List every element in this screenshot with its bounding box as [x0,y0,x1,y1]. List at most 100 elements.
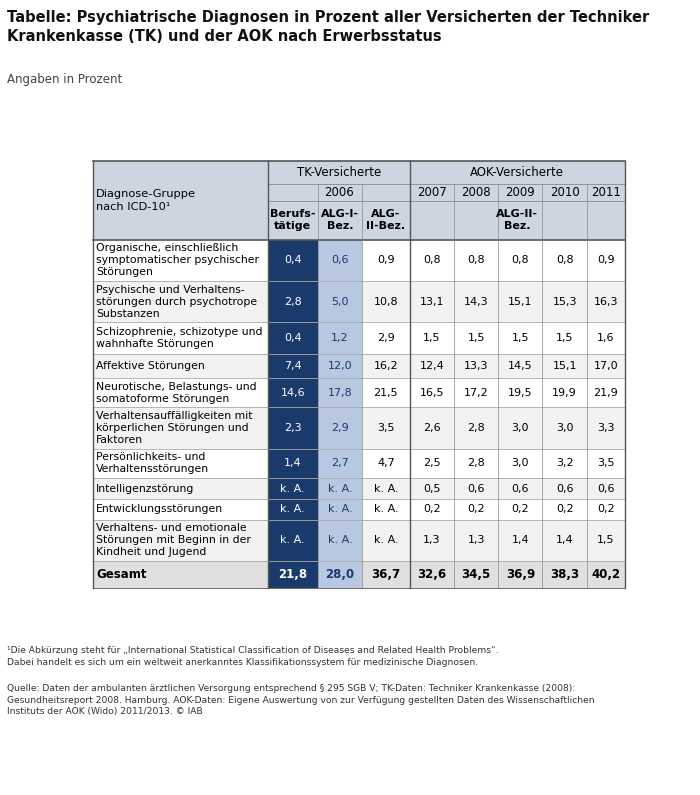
Text: 0,6: 0,6 [468,483,485,494]
Text: k. A.: k. A. [280,535,305,545]
Bar [498,240,542,281]
Text: AOK-Versicherte: AOK-Versicherte [470,166,564,179]
Bar [410,161,624,184]
Bar [410,520,454,560]
Text: 17,8: 17,8 [328,387,352,398]
Bar [318,520,362,560]
Text: 2,3: 2,3 [284,423,302,433]
Bar [93,240,267,281]
Bar [498,499,542,520]
Bar [542,520,587,560]
Bar [498,560,542,588]
Text: 0,6: 0,6 [331,255,349,266]
Text: 0,6: 0,6 [597,483,615,494]
Text: 16,5: 16,5 [419,387,444,398]
Text: 1,5: 1,5 [468,333,485,343]
Text: k. A.: k. A. [328,535,352,545]
Text: Tabelle: Psychiatrische Diagnosen in Prozent aller Versicherten der Techniker
Kr: Tabelle: Psychiatrische Diagnosen in Pro… [7,10,650,44]
Bar [410,499,454,520]
Text: 15,1: 15,1 [552,361,577,370]
Bar [410,448,454,479]
Text: 32,6: 32,6 [417,568,447,581]
Text: 21,8: 21,8 [278,568,307,581]
Bar [410,407,454,448]
Text: k. A.: k. A. [280,483,305,494]
Bar [498,448,542,479]
Bar [410,560,454,588]
Bar [267,322,318,354]
Text: 2007: 2007 [417,186,447,199]
Text: 0,8: 0,8 [512,255,529,266]
Text: 16,2: 16,2 [374,361,398,370]
Bar [410,201,624,240]
Bar [362,378,410,407]
Bar [318,407,362,448]
Bar [587,184,624,201]
Text: 2008: 2008 [461,186,491,199]
Bar [542,322,587,354]
Text: 3,5: 3,5 [377,423,395,433]
Bar [454,281,498,322]
Text: 0,5: 0,5 [423,483,440,494]
Text: 0,8: 0,8 [468,255,485,266]
Bar [362,240,410,281]
Bar [318,378,362,407]
Bar [362,499,410,520]
Bar [498,407,542,448]
Bar [267,161,409,184]
Text: 0,8: 0,8 [556,255,573,266]
Bar [318,560,362,588]
Text: Angaben in Prozent: Angaben in Prozent [7,73,122,86]
Bar [267,281,318,322]
Bar [93,560,267,588]
Bar [318,499,362,520]
Text: 1,4: 1,4 [284,459,302,468]
Text: 1,5: 1,5 [423,333,440,343]
Text: k. A.: k. A. [280,504,305,514]
Bar [93,479,267,499]
Text: 3,0: 3,0 [556,423,573,433]
Text: Quelle: Daten der ambulanten ärztlichen Versorgung entsprechend § 295 SGB V; TK-: Quelle: Daten der ambulanten ärztlichen … [7,684,594,716]
Bar [267,520,318,560]
Bar [587,560,624,588]
Text: 1,5: 1,5 [512,333,529,343]
Text: 36,7: 36,7 [371,568,400,581]
Bar [362,560,410,588]
Text: 0,6: 0,6 [556,483,573,494]
Text: k. A.: k. A. [374,483,398,494]
Text: Gesamt: Gesamt [96,568,147,581]
Bar [93,161,267,240]
Text: 15,1: 15,1 [508,297,533,307]
Text: 2006: 2006 [324,186,354,199]
Bar [362,322,410,354]
Text: Diagnose-Gruppe
nach ICD-10¹: Diagnose-Gruppe nach ICD-10¹ [96,189,196,211]
Text: 10,8: 10,8 [374,297,398,307]
Text: Organische, einschließlich
symptomatischer psychischer
Störungen: Organische, einschließlich symptomatisch… [96,243,259,277]
Text: 13,1: 13,1 [419,297,444,307]
Bar [267,354,318,378]
Text: 7,4: 7,4 [284,361,302,370]
Bar [410,281,454,322]
Text: Verhaltens- und emotionale
Störungen mit Beginn in der
Kindheit und Jugend: Verhaltens- und emotionale Störungen mit… [96,523,251,557]
Text: 3,5: 3,5 [597,459,615,468]
Text: 1,3: 1,3 [468,535,485,545]
Text: 3,0: 3,0 [512,459,529,468]
Text: 2011: 2011 [591,186,621,199]
Text: 16,3: 16,3 [594,297,618,307]
Bar [454,499,498,520]
Bar [410,240,454,281]
Bar [498,281,542,322]
Bar [267,240,318,281]
Text: 1,3: 1,3 [423,535,440,545]
Text: 5,0: 5,0 [331,297,349,307]
Text: ¹Die Abkürzung steht für „International Statistical Classification of Diseases a: ¹Die Abkürzung steht für „International … [7,646,498,667]
Text: Intelligenzstörung: Intelligenzstörung [96,483,195,494]
Bar [410,479,454,499]
Bar [267,407,318,448]
Bar [498,479,542,499]
Bar [267,184,409,201]
Text: 34,5: 34,5 [461,568,491,581]
Text: 2,5: 2,5 [423,459,440,468]
Bar [454,520,498,560]
Bar [587,479,624,499]
